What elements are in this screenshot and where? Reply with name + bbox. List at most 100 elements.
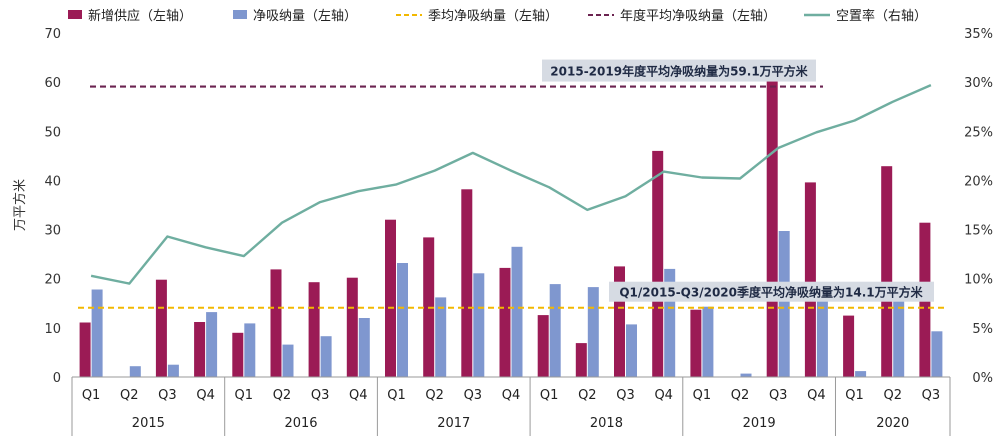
legend-label: 空置率（右轴） — [836, 8, 927, 24]
quarter-label: Q2 — [120, 388, 139, 403]
absorption-bar — [549, 284, 561, 377]
quarter-label: Q4 — [349, 388, 368, 403]
absorption-bar — [740, 373, 752, 377]
supply-bar — [461, 189, 473, 377]
absorption-bar — [931, 331, 943, 377]
year-label: 2016 — [284, 416, 317, 431]
supply-bar — [232, 332, 244, 377]
supply-bar — [575, 343, 587, 377]
vacancy-rate-line — [90, 84, 932, 285]
supply-bar — [843, 315, 855, 377]
absorption-bar — [91, 289, 103, 377]
absorption-bar — [206, 312, 218, 377]
supply-bar — [499, 267, 511, 377]
supply-bar — [766, 60, 778, 377]
quarter-label: Q3 — [616, 388, 635, 403]
supply-bar — [346, 277, 358, 377]
legend-label: 年度平均净吸纳量（左轴） — [620, 8, 776, 24]
supply-bar — [614, 266, 625, 377]
quarter-label: Q2 — [731, 388, 750, 403]
quarterly-avg-callout: Q1/2015-Q3/2020季度平均净吸纳量为14.1万平方米 — [619, 285, 923, 300]
year-label: 2015 — [132, 416, 165, 431]
legend-swatch — [68, 10, 82, 19]
quarter-label: Q1 — [387, 388, 406, 403]
quarter-label: Q1 — [693, 388, 712, 403]
year-label: 2017 — [437, 416, 470, 431]
quarter-label: Q2 — [425, 388, 444, 403]
supply-bar — [385, 219, 396, 377]
y-left-tick-label: 10 — [44, 322, 61, 337]
quarter-label: Q2 — [578, 388, 597, 403]
absorption-bar — [320, 336, 332, 377]
quarter-label: Q1 — [540, 388, 559, 403]
supply-bar — [270, 269, 282, 377]
absorption-bar — [855, 371, 867, 377]
y-left-tick-label: 40 — [44, 174, 61, 189]
annual-avg-callout-box — [542, 59, 816, 82]
year-label: 2019 — [743, 416, 776, 431]
absorption-bar — [167, 364, 179, 377]
absorption-bar — [511, 246, 523, 377]
absorption-bar — [816, 298, 828, 377]
y-right-tick-label: 35% — [964, 27, 993, 42]
y-right-tick-label: 10% — [964, 273, 993, 288]
quarter-label: Q3 — [311, 388, 330, 403]
quarter-label: Q1 — [82, 388, 101, 403]
y-left-tick-label: 20 — [44, 273, 61, 288]
y-right-tick-label: 15% — [964, 224, 993, 239]
supply-bar — [194, 322, 206, 377]
year-label: 2018 — [590, 416, 623, 431]
absorption-bar — [435, 297, 447, 377]
absorption-bar — [473, 273, 485, 377]
quarter-label: Q2 — [883, 388, 902, 403]
y-left-tick-label: 0 — [53, 371, 61, 386]
quarter-label: Q4 — [807, 388, 826, 403]
absorption-bar — [282, 344, 294, 377]
supply-bar — [804, 182, 816, 377]
quarter-label: Q3 — [922, 388, 941, 403]
absorption-bar — [664, 268, 676, 377]
supply-bar — [79, 322, 91, 377]
supply-bar — [881, 166, 893, 377]
quarter-label: Q3 — [464, 388, 483, 403]
absorption-bar — [244, 323, 256, 377]
y-right-tick-label: 25% — [964, 125, 993, 140]
supply-bar — [690, 309, 702, 377]
y-left-tick-label: 50 — [44, 125, 61, 140]
y-right-tick-label: 30% — [964, 76, 993, 91]
y-right-tick-label: 5% — [972, 322, 993, 337]
absorption-bar — [129, 366, 141, 377]
quarter-label: Q4 — [654, 388, 673, 403]
supply-bar — [155, 279, 167, 377]
quarter-label: Q4 — [196, 388, 215, 403]
supply-bar — [652, 150, 664, 377]
absorption-bar — [702, 306, 714, 377]
quarter-label: Q1 — [235, 388, 254, 403]
legend-label: 季均净吸纳量（左轴） — [428, 9, 558, 24]
quarter-label: Q3 — [158, 388, 177, 403]
y-left-tick-label: 30 — [44, 224, 61, 239]
legend-label: 新增供应（左轴） — [88, 8, 192, 24]
quarter-label: Q2 — [273, 388, 292, 403]
absorption-bar — [397, 263, 408, 377]
y-left-tick-label: 70 — [44, 27, 61, 42]
year-label: 2020 — [876, 416, 909, 431]
supply-bar — [308, 282, 320, 377]
annual-avg-callout: 2015-2019年度平均净吸纳量为59.1万平方米 — [550, 64, 808, 79]
absorption-bar — [358, 318, 370, 377]
quarter-label: Q4 — [502, 388, 521, 403]
quarter-label: Q3 — [769, 388, 788, 403]
y-right-tick-label: 0% — [972, 371, 993, 386]
y-axis-title: 万平方米 — [12, 179, 28, 231]
absorption-bar — [778, 231, 790, 377]
y-left-tick-label: 60 — [44, 76, 61, 91]
supply-bar — [537, 315, 549, 377]
absorption-bar — [626, 324, 637, 377]
quarterly-avg-callout-box — [609, 281, 934, 302]
absorption-bar — [893, 286, 905, 377]
absorption-bar — [587, 287, 599, 377]
y-right-tick-label: 20% — [964, 174, 993, 189]
legend-label: 净吸纳量（左轴） — [253, 9, 357, 24]
quarter-label: Q1 — [845, 388, 864, 403]
